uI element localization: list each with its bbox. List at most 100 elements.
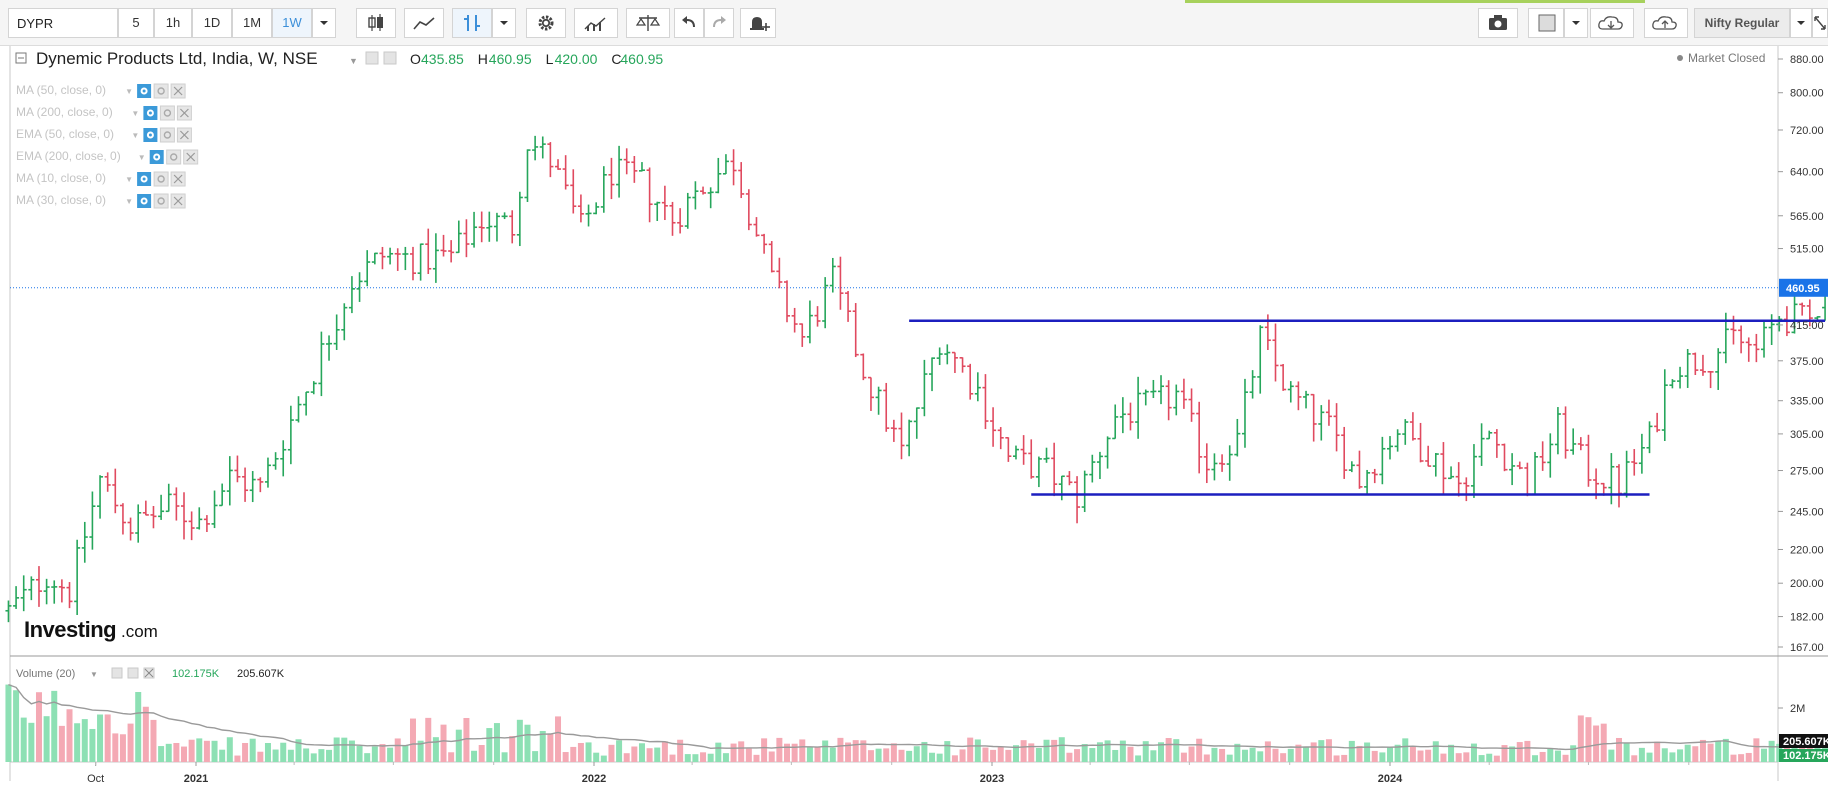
gear-icon[interactable] [153, 171, 169, 187]
screenshot-button[interactable] [1478, 8, 1518, 38]
chevron-down-icon[interactable]: ▼ [349, 56, 358, 66]
volume-bar [356, 745, 363, 762]
indicator-label[interactable]: MA (200, close, 0) [16, 105, 113, 119]
fullscreen-button[interactable] [1812, 8, 1828, 38]
chevron-down-icon[interactable]: ▼ [90, 670, 98, 679]
gear-icon[interactable] [153, 193, 169, 209]
chevron-down-icon[interactable]: ▼ [125, 175, 133, 184]
chevron-down-icon[interactable]: ▼ [125, 197, 133, 206]
chevron-down-icon[interactable]: ▼ [138, 153, 146, 162]
gear-icon[interactable] [166, 149, 182, 165]
eye-icon[interactable] [137, 194, 152, 208]
indicator-label[interactable]: EMA (200, close, 0) [16, 149, 121, 163]
chevron-down-icon[interactable]: ▼ [131, 131, 139, 140]
volume-bar [593, 752, 600, 762]
eye-icon[interactable] [137, 172, 152, 186]
volume-bar [822, 740, 829, 762]
ohlc-value: 460.95 [620, 51, 663, 67]
indicator-label[interactable]: MA (10, close, 0) [16, 171, 106, 185]
eye-icon[interactable] [143, 128, 158, 142]
chevron-down-icon [500, 21, 508, 25]
candles-style-button[interactable] [356, 8, 396, 38]
gear-icon[interactable] [153, 83, 169, 99]
layout-dropdown-button[interactable] [1564, 8, 1588, 38]
volume-bar [1028, 743, 1035, 762]
volume-bar [348, 740, 355, 762]
chevron-down-icon[interactable]: ▼ [131, 109, 139, 118]
eye-icon[interactable] [143, 106, 158, 120]
volume-bar [631, 746, 638, 762]
ohlc-bar [867, 376, 874, 411]
indicators-button[interactable] [574, 8, 618, 38]
eye-icon[interactable] [149, 150, 164, 164]
close-icon[interactable] [170, 171, 186, 187]
symbol-search-input[interactable] [8, 8, 118, 38]
ohlc-bar [1074, 476, 1081, 524]
volume-bar [1738, 754, 1745, 762]
interval-1m-button[interactable]: 1M [232, 8, 272, 38]
redo-button[interactable] [704, 8, 734, 38]
ohlc-bar [493, 212, 500, 242]
close-icon[interactable] [183, 149, 199, 165]
indicator-label[interactable]: EMA (50, close, 0) [16, 127, 114, 141]
interval-1w-button[interactable]: 1W [272, 8, 312, 38]
indicator-legend[interactable]: MA (50, close, 0) ▼ MA (200, close, 0) ▼ EMA… [16, 83, 199, 209]
volume-bar [81, 719, 88, 762]
volume-settings-icons[interactable] [111, 667, 155, 679]
volume-bar [1150, 750, 1157, 762]
close-icon[interactable] [176, 105, 192, 121]
volume-bar [1631, 755, 1638, 762]
ohlc-bar [524, 149, 531, 202]
ohlc-bar [440, 234, 447, 257]
close-icon[interactable] [170, 83, 186, 99]
ohlc-bar [1280, 363, 1287, 391]
settings-button[interactable] [526, 8, 566, 38]
eye-icon[interactable] [137, 84, 152, 98]
legend-collapse-button[interactable] [15, 52, 27, 64]
interval-dropdown-button[interactable] [312, 8, 336, 38]
theme-select[interactable]: Nifty Regular [1694, 8, 1790, 38]
ohlc-bar [1341, 426, 1348, 479]
ohlc-bar [1127, 402, 1134, 431]
add-alert-button[interactable] [740, 8, 776, 38]
volume-bar [646, 748, 653, 762]
undo-button[interactable] [674, 8, 704, 38]
save-layout-button[interactable] [1644, 8, 1688, 38]
interval-1d-button[interactable]: 1D [192, 8, 232, 38]
interval-5-button[interactable]: 5 [118, 8, 154, 38]
volume-bar [730, 743, 737, 762]
title-settings-icons[interactable] [365, 51, 397, 65]
indicator-label[interactable]: MA (30, close, 0) [16, 193, 106, 207]
volume-bar [1356, 745, 1363, 762]
chart-style-dropdown-button[interactable] [492, 8, 516, 38]
volume-bar [1509, 746, 1516, 762]
trendlines[interactable] [909, 319, 1826, 496]
layout-button[interactable] [1528, 8, 1564, 38]
chevron-down-icon[interactable]: ▼ [125, 87, 133, 96]
compare-button[interactable] [626, 8, 670, 38]
ohlc-bar [1272, 323, 1279, 382]
volume-bar [1333, 755, 1340, 762]
theme-dropdown-button[interactable] [1790, 8, 1812, 38]
ohlc-bar [600, 166, 607, 213]
indicator-label[interactable]: MA (50, close, 0) [16, 83, 106, 97]
load-layout-button[interactable] [1590, 8, 1634, 38]
ohlc-bar [1501, 443, 1508, 472]
close-icon[interactable] [176, 127, 192, 143]
close-icon[interactable] [170, 193, 186, 209]
ohlc-bar [745, 189, 752, 231]
ohlc-bar [707, 187, 714, 209]
interval-1h-button[interactable]: 1h [154, 8, 192, 38]
price-tick-label: 220.00 [1790, 544, 1824, 556]
gear-icon[interactable] [159, 127, 175, 143]
gear-icon[interactable] [159, 105, 175, 121]
ohlc-bar [1791, 293, 1798, 334]
current-price-tag [1779, 278, 1828, 297]
bars-style-button[interactable] [452, 8, 492, 38]
volume-bar [112, 733, 119, 762]
ohlc-bar [51, 580, 58, 604]
line-style-button[interactable] [404, 8, 444, 38]
chart-area[interactable]: 880.00 800.00 720.00 640.00 565.00 515.00 415.… [0, 46, 1828, 794]
ohlc-bar [631, 156, 638, 183]
price-tick-label: 880.00 [1790, 54, 1824, 66]
